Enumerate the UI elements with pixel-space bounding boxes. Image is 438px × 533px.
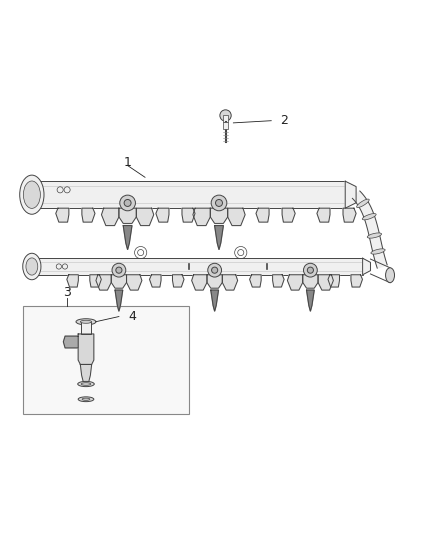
Polygon shape <box>318 275 333 290</box>
Polygon shape <box>272 275 284 287</box>
Bar <box>223 123 228 128</box>
Polygon shape <box>78 334 94 365</box>
Bar <box>32 258 363 275</box>
Circle shape <box>307 267 314 273</box>
Ellipse shape <box>26 258 38 275</box>
Circle shape <box>116 267 122 273</box>
Polygon shape <box>303 275 318 288</box>
Polygon shape <box>149 275 161 287</box>
Ellipse shape <box>367 233 381 238</box>
Circle shape <box>304 263 317 277</box>
Polygon shape <box>182 208 195 222</box>
Bar <box>81 322 91 334</box>
Ellipse shape <box>23 253 41 280</box>
Text: 4: 4 <box>128 310 136 323</box>
Polygon shape <box>193 208 210 225</box>
Bar <box>223 116 228 123</box>
Ellipse shape <box>23 181 40 208</box>
Polygon shape <box>80 365 92 384</box>
Polygon shape <box>156 208 169 222</box>
Text: 2: 2 <box>280 114 288 127</box>
Polygon shape <box>211 290 219 311</box>
Circle shape <box>211 195 227 211</box>
Polygon shape <box>127 275 142 290</box>
Polygon shape <box>136 208 154 225</box>
Ellipse shape <box>371 249 385 254</box>
Polygon shape <box>363 258 371 275</box>
Polygon shape <box>102 208 119 225</box>
Polygon shape <box>115 290 123 311</box>
Circle shape <box>208 263 222 277</box>
Polygon shape <box>111 275 127 288</box>
Ellipse shape <box>385 268 395 282</box>
Polygon shape <box>64 336 78 348</box>
Polygon shape <box>192 275 207 290</box>
Bar <box>32 181 345 208</box>
Polygon shape <box>223 275 238 290</box>
Text: 1: 1 <box>124 156 131 168</box>
Circle shape <box>212 267 218 273</box>
Polygon shape <box>96 275 111 290</box>
Polygon shape <box>67 275 78 287</box>
Ellipse shape <box>80 320 92 324</box>
Circle shape <box>120 195 135 211</box>
Polygon shape <box>173 275 184 287</box>
Ellipse shape <box>20 175 44 214</box>
Ellipse shape <box>357 199 369 207</box>
Circle shape <box>215 199 223 206</box>
Polygon shape <box>256 208 269 222</box>
Bar <box>23 305 188 415</box>
Polygon shape <box>307 290 314 311</box>
Polygon shape <box>56 208 69 222</box>
Ellipse shape <box>78 397 94 402</box>
Polygon shape <box>287 275 303 290</box>
Polygon shape <box>250 275 261 287</box>
Circle shape <box>124 199 131 206</box>
Ellipse shape <box>362 214 376 220</box>
Polygon shape <box>343 208 356 222</box>
Polygon shape <box>351 275 363 287</box>
Ellipse shape <box>78 382 94 386</box>
Polygon shape <box>82 208 95 222</box>
Circle shape <box>220 110 231 121</box>
Polygon shape <box>352 191 387 268</box>
Polygon shape <box>215 225 223 249</box>
Ellipse shape <box>76 319 96 325</box>
Circle shape <box>112 263 126 277</box>
Polygon shape <box>123 225 132 249</box>
Polygon shape <box>90 275 101 287</box>
Polygon shape <box>207 275 223 288</box>
Polygon shape <box>345 181 356 208</box>
Polygon shape <box>119 208 136 223</box>
Text: 3: 3 <box>63 286 71 299</box>
Ellipse shape <box>82 398 90 400</box>
Ellipse shape <box>81 383 91 385</box>
Polygon shape <box>228 208 245 225</box>
Polygon shape <box>210 208 228 223</box>
Polygon shape <box>282 208 295 222</box>
Polygon shape <box>317 208 330 222</box>
Polygon shape <box>328 275 339 287</box>
